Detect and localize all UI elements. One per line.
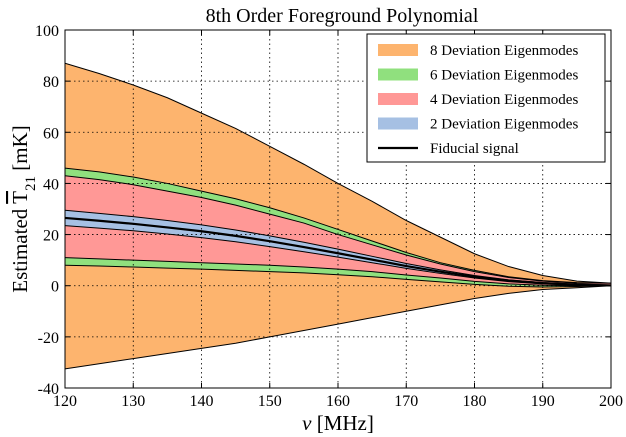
legend-swatch-6-deviation-eigenmodes <box>378 68 418 81</box>
y-tick-label: -40 <box>38 381 59 398</box>
x-axis-label: ν [MHz] <box>302 411 374 435</box>
y-axis-label-symbol: T <box>8 191 32 204</box>
x-tick-label: 130 <box>121 393 145 410</box>
x-tick-label: 160 <box>326 393 350 410</box>
x-tick-label: 150 <box>258 393 282 410</box>
legend: 8 Deviation Eigenmodes 6 Deviation Eigenm… <box>366 33 606 163</box>
y-tick-label: 20 <box>43 228 59 245</box>
y-tick-label: -20 <box>38 330 59 347</box>
y-tick-label: 100 <box>35 23 59 40</box>
fiducial-line <box>64 216 612 287</box>
y-tick-label: 40 <box>43 176 59 193</box>
legend-swatch-8-deviation-eigenmodes <box>378 44 418 56</box>
x-tick-label: 170 <box>394 393 418 410</box>
y-tick-labels: -40 -20 0 20 40 60 80 100 <box>35 23 59 398</box>
legend-label-2-deviation-eigenmodes: 2 Deviation Eigenmodes <box>430 117 578 133</box>
y-tick-label: 80 <box>43 74 59 91</box>
y-tick-label: 0 <box>51 279 59 296</box>
x-tick-label: 200 <box>599 393 623 410</box>
x-tick-label: 140 <box>190 393 214 410</box>
legend-label-6-deviation-eigenmodes: 6 Deviation Eigenmodes <box>430 68 578 84</box>
x-tick-label: 190 <box>531 393 555 410</box>
4-deviation-eigenmodes-band <box>65 175 611 286</box>
y-axis-label-subscript: 21 <box>23 176 39 191</box>
y-axis-label-suffix: [mK] <box>8 125 32 176</box>
y-axis-label-prefix: Estimated <box>8 204 32 293</box>
y-tick-label: 60 <box>43 125 59 142</box>
legend-label-4-deviation-eigenmodes: 4 Deviation Eigenmodes <box>430 92 578 108</box>
4-deviation-eigenmodes-upper-edge <box>64 175 611 284</box>
legend-label-fiducial-signal: Fiducial signal <box>430 141 519 157</box>
legend-swatch-4-deviation-eigenmodes <box>378 93 418 105</box>
y-axis-label: Estimated T21 [mK] <box>8 125 39 292</box>
6-deviation-eigenmodes-lower-edge <box>64 264 612 288</box>
x-tick-labels: 120 130 140 150 160 170 180 190 200 <box>53 393 623 410</box>
x-tick-label: 180 <box>463 393 487 410</box>
legend-label-8-deviation-eigenmodes: 8 Deviation Eigenmodes <box>430 43 578 59</box>
8-deviation-eigenmodes-lower-edge <box>64 285 612 370</box>
legend-swatch-2-deviation-eigenmodes <box>378 117 418 130</box>
fiducial-signal-line <box>64 216 612 287</box>
x-tick-label: 120 <box>53 393 77 410</box>
chart-title: 8th Order Foreground Polynomial <box>206 5 479 27</box>
